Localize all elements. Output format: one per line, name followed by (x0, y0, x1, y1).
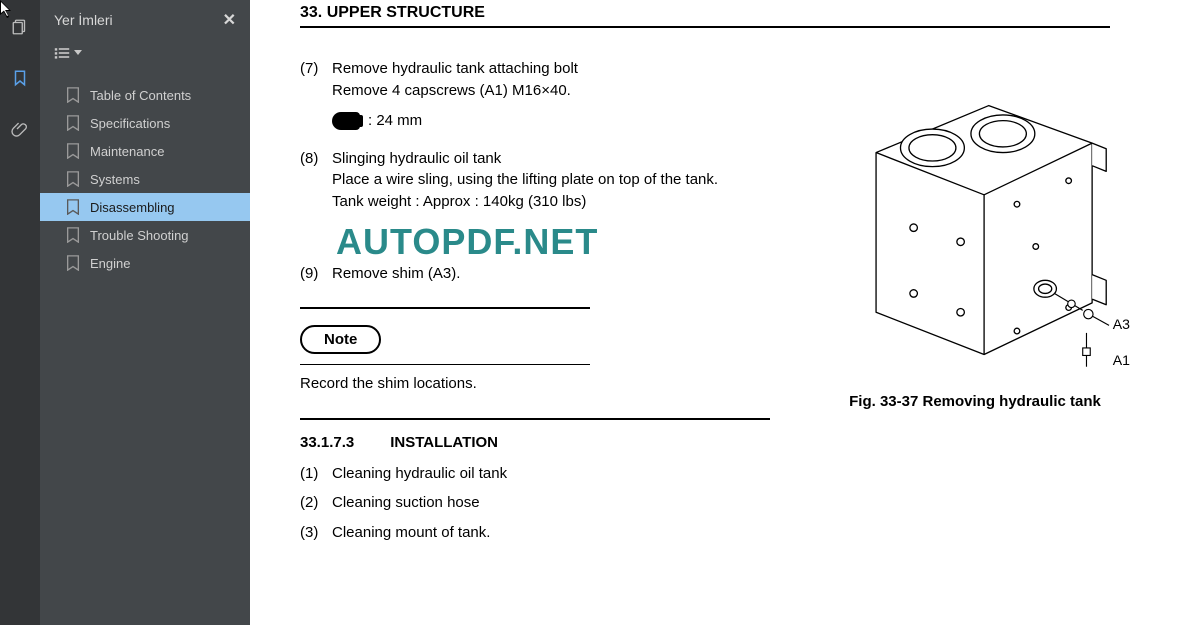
bookmarks-icon[interactable] (11, 69, 29, 92)
chevron-down-icon (74, 50, 82, 56)
bookmark-item-systems[interactable]: Systems (40, 165, 250, 193)
step-number: (8) (300, 148, 326, 213)
bookmark-label: Maintenance (90, 144, 164, 159)
mouse-cursor-icon (0, 0, 16, 20)
step-9: (9) Remove shim (A3). (300, 263, 780, 285)
bookmark-label: Disassembling (90, 200, 175, 215)
icon-rail (0, 0, 40, 625)
divider (300, 26, 1110, 28)
step-number: (9) (300, 263, 326, 285)
hydraulic-tank-figure: A3 A1 (810, 68, 1130, 378)
figure-caption: Fig. 33-37 Removing hydraulic tank (810, 393, 1140, 410)
sidebar-title: Yer İmleri (54, 12, 113, 28)
divider (300, 307, 590, 309)
step-text: Cleaning mount of tank. (332, 522, 780, 544)
bookmark-icon (66, 227, 80, 243)
step-text: Slinging hydraulic oil tank (332, 148, 780, 170)
step-text: Tank weight : Approx : 140kg (310 lbs) (332, 191, 780, 213)
watermark-text: AUTOPDF.NET (336, 221, 780, 263)
step-number: (3) (300, 522, 326, 544)
socket-icon (332, 112, 360, 130)
step-8: (8) Slinging hydraulic oil tank Place a … (300, 148, 780, 213)
installation-heading: 33.1.7.3 INSTALLATION (300, 434, 780, 451)
bookmark-item-maintenance[interactable]: Maintenance (40, 137, 250, 165)
note-text: Record the shim locations. (300, 375, 780, 392)
bookmark-item-disassembling[interactable]: Disassembling (40, 193, 250, 221)
divider (300, 364, 590, 365)
step-text: Remove hydraulic tank attaching bolt (332, 58, 780, 80)
bookmark-label: Engine (90, 256, 130, 271)
tool-spec: : 24 mm (332, 112, 780, 130)
step-text: Cleaning hydraulic oil tank (332, 463, 780, 485)
bookmark-label: Trouble Shooting (90, 228, 189, 243)
step-number: (7) (300, 58, 326, 102)
step-text: Remove shim (A3). (332, 263, 780, 285)
callout-a3: A3 (1113, 316, 1130, 332)
bookmark-label: Systems (90, 172, 140, 187)
bookmark-item-toc[interactable]: Table of Contents (40, 81, 250, 109)
heading-text: INSTALLATION (390, 434, 498, 451)
callout-a1: A1 (1113, 352, 1130, 368)
document-view[interactable]: 33. UPPER STRUCTURE (7) Remove hydraulic… (250, 0, 1200, 625)
bookmark-icon (66, 199, 80, 215)
socket-size: : 24 mm (368, 112, 422, 129)
bookmark-icon (66, 255, 80, 271)
outline-options-button[interactable] (54, 46, 82, 60)
bookmark-icon (66, 143, 80, 159)
document-page: 33. UPPER STRUCTURE (7) Remove hydraulic… (300, 0, 1200, 552)
step-number: (1) (300, 463, 326, 485)
install-step-2: (2) Cleaning suction hose (300, 492, 780, 514)
figure-column: A3 A1 Fig. 33-37 Removing hydraulic tank (810, 58, 1140, 552)
step-text: Remove 4 capscrews (A1) M16×40. (332, 80, 780, 102)
bookmarks-sidebar: Yer İmleri ✕ Table of Contents Specifica… (40, 0, 250, 625)
bookmark-item-engine[interactable]: Engine (40, 249, 250, 277)
pages-icon[interactable] (11, 18, 29, 41)
section-title: 33. UPPER STRUCTURE (300, 4, 1200, 22)
close-icon[interactable]: ✕ (223, 10, 236, 30)
sidebar-header: Yer İmleri ✕ (40, 0, 250, 42)
bookmark-item-troubleshooting[interactable]: Trouble Shooting (40, 221, 250, 249)
step-7: (7) Remove hydraulic tank attaching bolt… (300, 58, 780, 102)
step-number: (2) (300, 492, 326, 514)
bookmark-label: Table of Contents (90, 88, 191, 103)
bookmark-item-specifications[interactable]: Specifications (40, 109, 250, 137)
step-text: Cleaning suction hose (332, 492, 780, 514)
step-text: Place a wire sling, using the lifting pl… (332, 169, 780, 191)
install-step-1: (1) Cleaning hydraulic oil tank (300, 463, 780, 485)
install-step-3: (3) Cleaning mount of tank. (300, 522, 780, 544)
attachments-icon[interactable] (11, 120, 29, 143)
divider (300, 418, 770, 420)
bookmark-label: Specifications (90, 116, 170, 131)
heading-number: 33.1.7.3 (300, 434, 354, 451)
bookmark-icon (66, 171, 80, 187)
bookmarks-list: Table of Contents Specifications Mainten… (40, 75, 250, 283)
sidebar-toolbar (40, 42, 250, 75)
bookmark-icon (66, 87, 80, 103)
bookmark-icon (66, 115, 80, 131)
note-label: Note (300, 325, 381, 354)
